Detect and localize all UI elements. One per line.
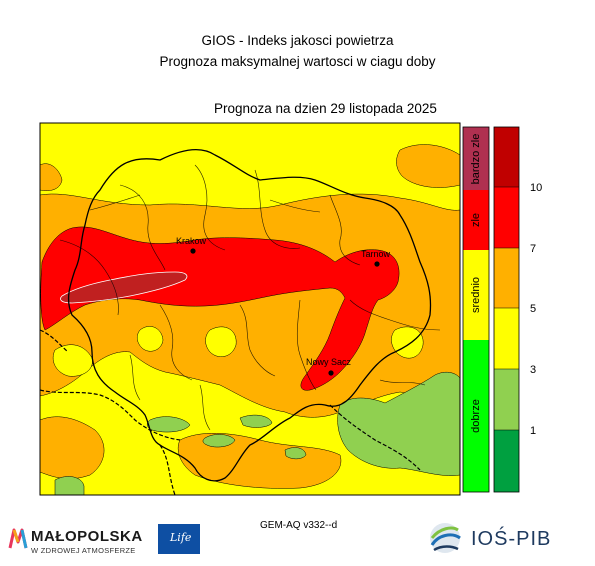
map-title: GIOS - Indeks jakosci powietrza <box>201 33 394 48</box>
city-label-krakow: Krakow <box>176 236 207 246</box>
eu-life-logo: Life <box>158 524 200 554</box>
legend-scale-0 <box>494 430 519 492</box>
legend-tick-3: 3 <box>530 364 537 376</box>
legend-tick-5: 5 <box>530 303 537 315</box>
malopolska-slogan: W ZDROWEJ ATMOSFERZE <box>31 546 136 555</box>
zone-orange-bottom <box>40 416 105 479</box>
legend-label-dobrze: dobrze <box>470 399 482 433</box>
legend-scale-3 <box>494 248 519 308</box>
ios-pib-logo-mark <box>430 523 461 553</box>
zone-green-1 <box>147 416 191 433</box>
legend-label-zle: zle <box>470 212 482 228</box>
legend-categories <box>462 126 490 493</box>
legend-cat-srednio <box>463 250 489 340</box>
zone-green-2 <box>202 434 236 448</box>
legend-scale-4 <box>494 187 519 248</box>
legend-tick-7: 7 <box>530 243 537 255</box>
city-tarnow: Tarnow <box>361 249 391 267</box>
zone-green-5 <box>54 476 85 495</box>
zone-orange-top <box>40 163 63 191</box>
county-boundaries <box>59 164 441 431</box>
national-border <box>40 389 181 441</box>
border-west <box>40 329 69 353</box>
national-border-south <box>159 444 176 495</box>
legend-cat-zle <box>463 190 489 250</box>
legend-cat-dobrze <box>463 340 489 492</box>
city-label-tarnow: Tarnow <box>361 249 391 259</box>
ios-pib-name: IOŚ-PIB <box>471 528 552 550</box>
zone-yellow-island-1 <box>52 344 93 377</box>
zone-dark-red <box>60 271 188 304</box>
malopolska-name: MAŁOPOLSKA <box>31 528 143 545</box>
legend-cat-bardzo-zle <box>463 127 489 190</box>
eu-life-text: Life <box>170 531 192 544</box>
legend-scale-5 <box>494 127 519 187</box>
legend-scale-2 <box>494 308 519 369</box>
legend-tick-10: 10 <box>530 182 543 194</box>
zone-green-east <box>337 371 460 476</box>
zone-red <box>40 226 400 391</box>
national-border-east <box>329 404 421 471</box>
region-boundary <box>67 148 432 482</box>
malopolska-logo-mark <box>8 528 28 549</box>
map-subtitle: Prognoza maksymalnej wartosci w ciagu do… <box>159 54 436 69</box>
legend-scale-1 <box>494 369 519 430</box>
forecast-date: Prognoza na dzien 29 listopada 2025 <box>214 101 437 116</box>
model-version: GEM-AQ v332--d <box>260 520 338 531</box>
city-label-nowy-sacz: Nowy Sacz <box>306 357 352 367</box>
legend-label-srednio: srednio <box>470 276 482 314</box>
legend-label-bardzo-zle: bardzo zle <box>470 133 482 184</box>
zone-yellow-island-3 <box>205 326 237 357</box>
zone-green-4 <box>284 447 307 460</box>
zone-yellow-island-2 <box>137 326 164 352</box>
city-krakow: Krakow <box>176 236 207 254</box>
zone-orange-topright <box>396 144 460 188</box>
city-nowy-sacz: Nowy Sacz <box>306 357 352 376</box>
zone-green-3 <box>239 414 273 428</box>
legend-tick-1: 1 <box>530 425 537 437</box>
legend-scale <box>493 126 520 493</box>
